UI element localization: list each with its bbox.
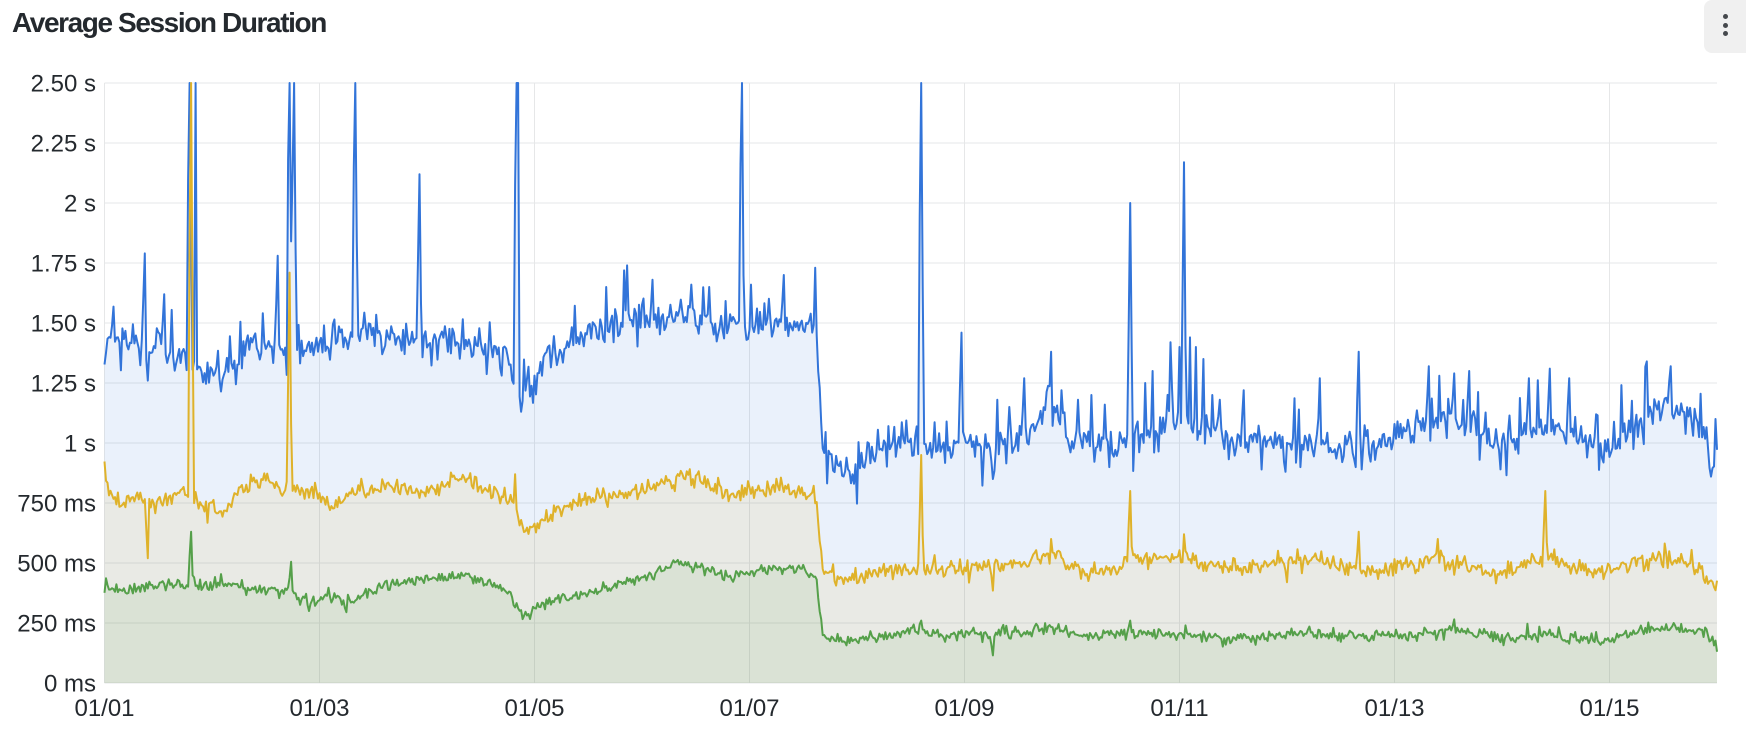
svg-text:01/03: 01/03 (289, 695, 349, 722)
svg-text:2 s: 2 s (64, 191, 96, 218)
svg-text:2.25 s: 2.25 s (31, 131, 96, 158)
svg-text:1.25 s: 1.25 s (31, 371, 96, 398)
svg-text:1.50 s: 1.50 s (31, 311, 96, 338)
svg-text:01/13: 01/13 (1364, 695, 1424, 722)
svg-text:250 ms: 250 ms (17, 611, 96, 638)
svg-text:01/07: 01/07 (719, 695, 779, 722)
svg-text:01/11: 01/11 (1150, 695, 1208, 722)
svg-text:0 ms: 0 ms (44, 671, 96, 698)
svg-text:1.75 s: 1.75 s (31, 251, 96, 278)
svg-text:2.50 s: 2.50 s (31, 71, 96, 98)
svg-text:01/01: 01/01 (74, 695, 134, 722)
svg-text:1 s: 1 s (64, 431, 96, 458)
svg-text:750 ms: 750 ms (17, 491, 96, 518)
svg-text:01/05: 01/05 (504, 695, 564, 722)
svg-text:01/09: 01/09 (934, 695, 994, 722)
svg-text:500 ms: 500 ms (17, 551, 96, 578)
svg-text:01/15: 01/15 (1579, 695, 1639, 722)
